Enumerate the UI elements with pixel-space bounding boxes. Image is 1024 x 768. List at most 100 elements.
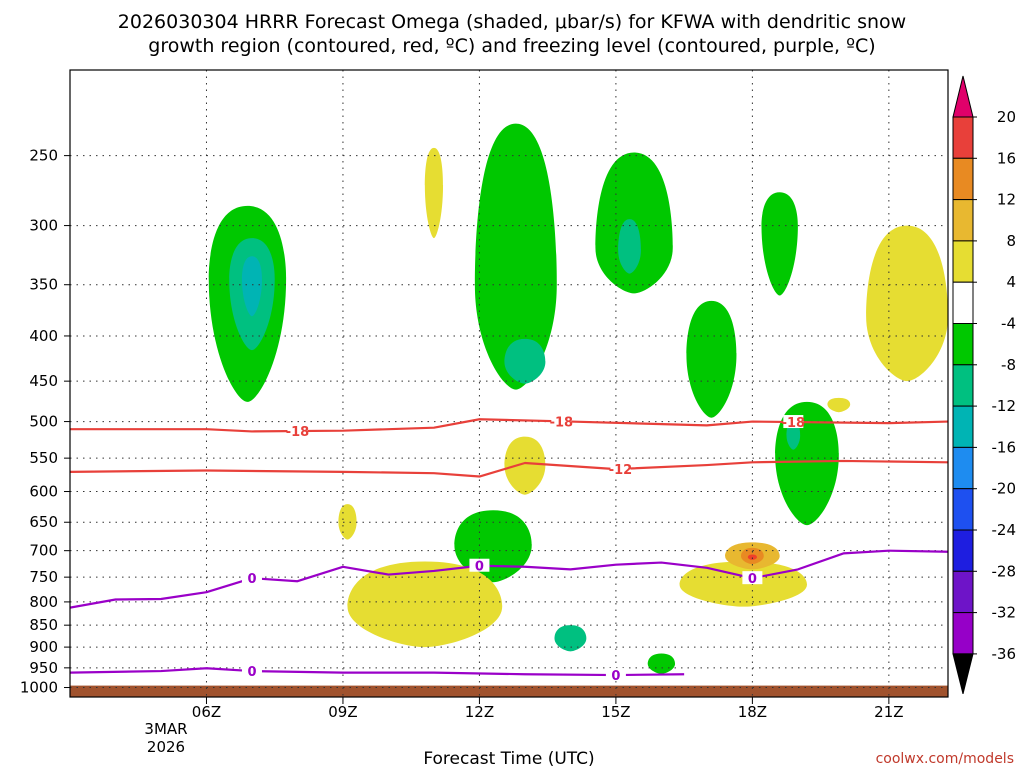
ground-fill — [70, 685, 948, 697]
ground-area — [70, 685, 948, 697]
date-label-year: 2026 — [147, 738, 185, 756]
colorbar-segment-2 — [952, 199, 974, 242]
colorbar-segment-0 — [952, 116, 974, 159]
y-axis: 250 300 350 400 450 500 550 600 650 700 750 800 850 9… — [20, 147, 70, 697]
colorbar-segment-5 — [952, 323, 974, 366]
colorbar-segment-1 — [952, 157, 974, 201]
temp-contour-label-bg-0-0 — [287, 424, 308, 438]
freezing-contour-label-bg-1-0 — [241, 664, 262, 678]
colorbar-label-9: -20 — [992, 480, 1017, 498]
x-tick-label-15Z: 15Z — [601, 703, 630, 721]
date-label-month: 3MAR — [144, 720, 187, 738]
x-tick-label-21Z: 21Z — [874, 703, 903, 721]
y-tick-label-950: 950 — [29, 659, 58, 677]
y-tick-label-1000: 1000 — [20, 679, 58, 697]
temperature-contours: -18 -18 -18 -12 — [70, 414, 948, 478]
colorbar-label-11: -28 — [992, 562, 1017, 580]
freezing-contour-label-bg-0-1 — [469, 558, 490, 572]
x-tick-label-06Z: 06Z — [192, 703, 221, 721]
x-tick-label-18Z: 18Z — [738, 703, 767, 721]
temp-contour-label-bg-1-0 — [610, 461, 631, 475]
temp-contour-label-0-0: -18 — [286, 425, 310, 440]
y-tick-label-250: 250 — [29, 147, 58, 165]
colorbar-segment-11 — [952, 570, 974, 614]
y-tick-label-500: 500 — [29, 413, 58, 431]
colorbar-label-4: 4 — [1006, 273, 1016, 291]
colorbar-top-arrow — [952, 75, 974, 118]
colorbar-label-13: -36 — [992, 645, 1017, 663]
temp-contour-label-0-2: -18 — [782, 416, 806, 431]
colorbar-segment-8 — [952, 446, 974, 490]
omega-region-2 — [241, 256, 262, 317]
temp-contour-label-0-1: -18 — [550, 415, 574, 430]
omega-region-3 — [474, 123, 557, 390]
freezing-contour-line-1 — [70, 667, 685, 677]
y-tick-label-600: 600 — [29, 483, 58, 501]
colorbar-label-0: 20 — [997, 108, 1016, 126]
chart-title-line2: growth region (contoured, red, ºC) and f… — [148, 35, 875, 57]
omega-region-13 — [647, 653, 676, 674]
colorbar-segment-6 — [952, 364, 974, 407]
colorbar-label-12: -32 — [992, 604, 1017, 622]
freezing-contour-line-0 — [70, 549, 948, 609]
freezing-contour-label-bg-0-2 — [742, 571, 763, 585]
colorbar-bottom-arrow — [952, 653, 974, 695]
freezing-contour-label-0-1: 0 — [475, 560, 484, 575]
y-tick-label-700: 700 — [29, 542, 58, 560]
colorbar: 20 16 12 8 4 -4 -8 -12 -16 -20 -24 -28 -32 -36 — [952, 75, 1017, 695]
colorbar-segment-3 — [952, 240, 974, 283]
y-tick-label-750: 750 — [29, 568, 58, 586]
temp-contour-label-bg-0-2 — [783, 415, 804, 429]
freezing-contour-label-0-0: 0 — [247, 572, 256, 587]
omega-region-21 — [747, 554, 757, 560]
omega-region-23 — [827, 397, 851, 413]
y-tick-label-800: 800 — [29, 593, 58, 611]
omega-region-16 — [347, 561, 503, 648]
temp-contour-label-bg-0-1 — [551, 414, 572, 428]
x-axis-label: Forecast Time (UTC) — [423, 749, 594, 768]
y-tick-label-450: 450 — [29, 372, 58, 390]
colorbar-label-8: -16 — [992, 438, 1017, 456]
colorbar-label-7: -12 — [992, 397, 1017, 415]
colorbar-segment-4 — [952, 281, 974, 325]
colorbar-segment-12 — [952, 612, 974, 655]
y-tick-label-850: 850 — [29, 616, 58, 634]
omega-shading — [208, 123, 948, 674]
x-axis: 06Z 09Z 12Z 15Z 18Z 21Z — [192, 697, 904, 721]
omega-region-8 — [761, 192, 798, 296]
y-tick-label-400: 400 — [29, 327, 58, 345]
y-tick-label-900: 900 — [29, 638, 58, 656]
y-tick-label-350: 350 — [29, 276, 58, 294]
freezing-level-contours: 0 0 0 0 0 — [70, 549, 948, 684]
omega-region-7 — [686, 300, 737, 418]
credit-label: coolwx.com/models — [876, 751, 1014, 767]
freezing-contour-label-1-1: 0 — [611, 669, 620, 684]
colorbar-label-3: 8 — [1006, 232, 1016, 250]
y-tick-label-300: 300 — [29, 217, 58, 235]
omega-region-4 — [504, 338, 546, 384]
omega-region-14 — [424, 147, 444, 239]
temp-contour-line-1 — [70, 459, 948, 478]
freezing-contour-label-bg-0-0 — [241, 571, 262, 585]
colorbar-label-1: 16 — [997, 149, 1016, 167]
freezing-contour-label-1-0: 0 — [247, 665, 256, 680]
chart-title-line1: 2026030304 HRRR Forecast Omega (shaded, … — [118, 11, 906, 33]
x-tick-label-09Z: 09Z — [328, 703, 357, 721]
colorbar-segment-10 — [952, 529, 974, 572]
freezing-contour-label-bg-1-1 — [605, 668, 626, 682]
x-tick-label-12Z: 12Z — [465, 703, 494, 721]
omega-region-22 — [866, 225, 948, 382]
omega-region-6 — [618, 219, 641, 274]
colorbar-label-10: -24 — [992, 521, 1017, 539]
omega-region-17 — [338, 504, 357, 540]
colorbar-segment-7 — [952, 405, 974, 448]
omega-region-12 — [554, 625, 587, 652]
omega-region-15 — [504, 436, 546, 495]
colorbar-label-6: -8 — [1001, 356, 1016, 374]
grid-lines — [70, 70, 948, 697]
colorbar-label-5: -4 — [1001, 315, 1016, 333]
colorbar-label-2: 12 — [997, 191, 1016, 209]
plot-frame — [69, 69, 949, 698]
freezing-contour-label-0-2: 0 — [748, 572, 757, 587]
